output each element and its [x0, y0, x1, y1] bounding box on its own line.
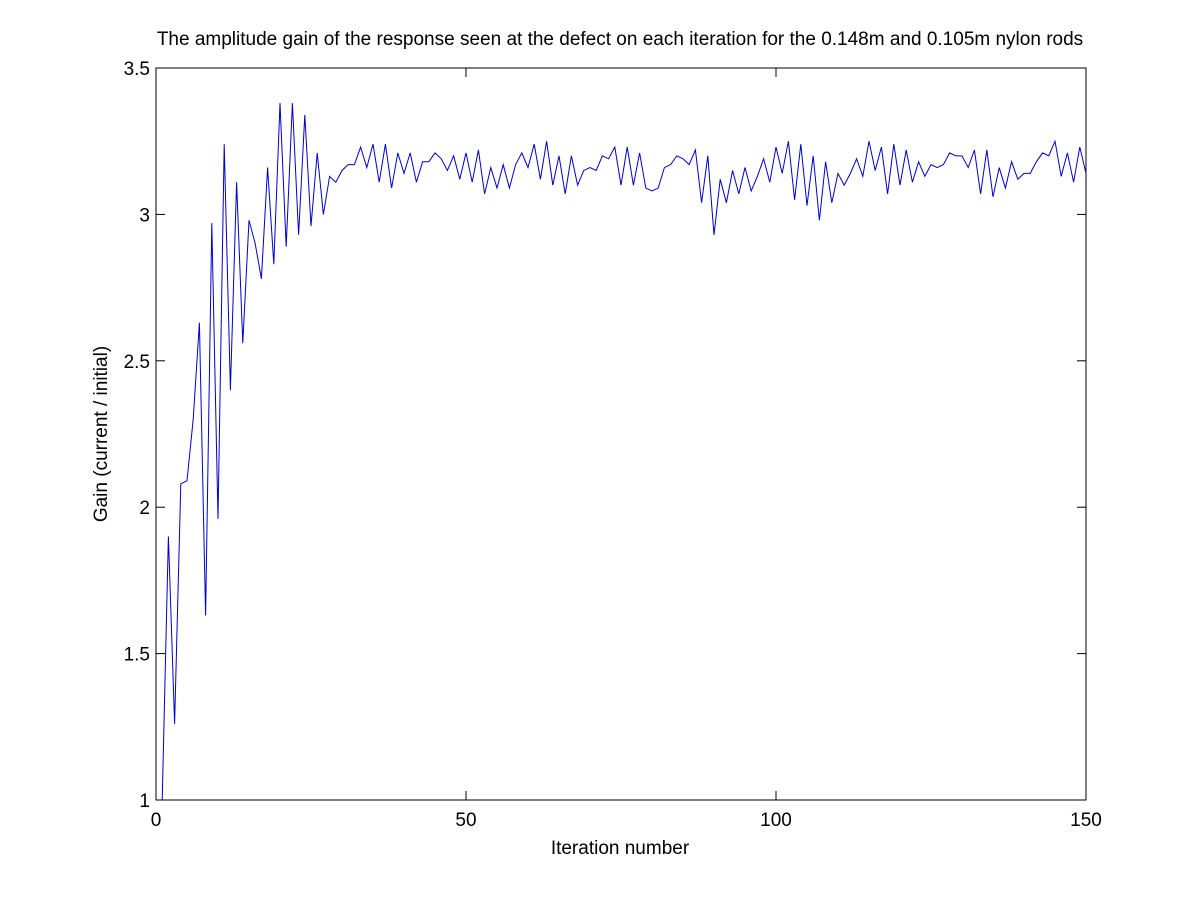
axes-box [155, 67, 1087, 801]
chart-title: The amplitude gain of the response seen … [157, 29, 1083, 50]
y-tick-label: 2 [139, 498, 150, 519]
x-tick-label: 50 [455, 810, 476, 831]
y-axis-label: Gain (current / initial) [91, 346, 112, 522]
y-tick-label: 1.5 [124, 645, 150, 666]
y-tick-label: 3.5 [124, 59, 150, 80]
y-tick-label: 3 [139, 205, 150, 226]
data-line [161, 103, 1087, 801]
x-tick-label: 100 [760, 810, 792, 831]
y-tick-label: 1 [139, 791, 150, 812]
x-axis-label: Iteration number [551, 838, 690, 859]
x-tick-label: 0 [151, 810, 162, 831]
x-tick-label: 150 [1070, 810, 1102, 831]
y-tick-label: 2.5 [124, 352, 150, 373]
